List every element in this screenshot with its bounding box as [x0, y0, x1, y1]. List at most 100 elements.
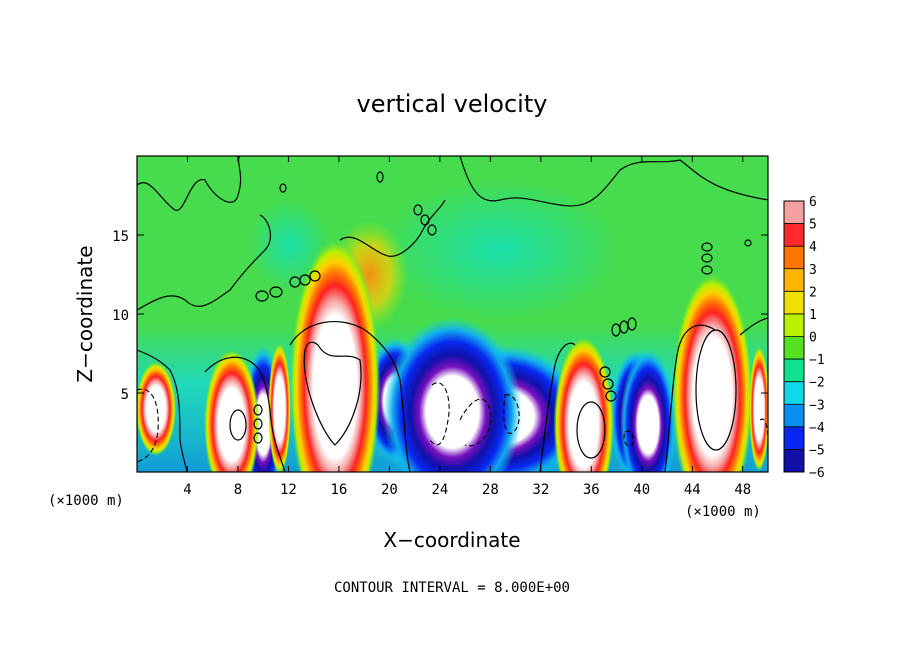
contour-line: [627, 317, 637, 331]
contour-line: [137, 214, 272, 311]
velocity-core: [383, 317, 522, 472]
contour-line: [289, 321, 411, 472]
colorbar-swatch: [784, 291, 804, 315]
contour-line: [303, 341, 362, 446]
colorbar-label: 5: [809, 218, 817, 233]
contour-line: [539, 342, 576, 472]
contour-line: [339, 199, 446, 257]
colorbar-swatch: [784, 449, 804, 473]
contour-interval-label: CONTOUR INTERVAL = 8.000E+00: [334, 580, 570, 596]
colorbar-label: 6: [809, 195, 817, 210]
colorbar-label: 1: [809, 308, 817, 323]
colorbar-label: −6: [809, 466, 825, 481]
x-tick-label: 48: [734, 482, 751, 498]
contour-line: [137, 349, 188, 472]
contour-line: [255, 290, 269, 302]
contour-lines: [137, 156, 768, 472]
colorbar-swatch: [784, 201, 804, 225]
contour-line: [420, 214, 430, 226]
contour-line: [701, 265, 713, 275]
colorbar-swatch: [784, 246, 804, 270]
x-tick-label: 40: [633, 482, 650, 498]
x-axis: 4 8 12 16 20 24 28 32 36 40 44 48: [183, 156, 751, 498]
colorbar: 6 5 4 3 2 1 0 −1 −2 −3 −4 −5 −6: [783, 195, 825, 481]
dashed-contour-line: [137, 388, 159, 463]
velocity-core: [203, 348, 260, 472]
contour-line: [253, 432, 263, 444]
contour-line: [602, 378, 614, 390]
y-tick-label: 10: [112, 308, 129, 324]
contour-line: [701, 253, 713, 263]
x-unit-left: (×1000 m): [48, 493, 124, 509]
dashed-contour-line: [429, 382, 450, 446]
contour-line: [459, 156, 768, 207]
x-tick-label: 4: [183, 482, 191, 498]
dashed-contour-line: [623, 430, 635, 447]
colorbar-label: −3: [809, 398, 825, 413]
contour-line: [599, 366, 611, 378]
colorbar-label: 2: [809, 285, 817, 300]
x-tick-label: 32: [532, 482, 549, 498]
contour-line: [701, 242, 713, 252]
colorbar-swatch: [784, 381, 804, 405]
negative-contour-lines: [137, 382, 768, 463]
dashed-contour-line: [503, 394, 520, 434]
contour-line: [576, 401, 606, 459]
colorbar-swatch: [784, 313, 804, 337]
colorbar-label: 3: [809, 263, 817, 278]
contour-line: [279, 183, 287, 193]
x-tick-label: 20: [381, 482, 398, 498]
x-unit-right: (×1000 m): [685, 504, 761, 520]
colorbar-label: 0: [809, 331, 817, 346]
x-tick-label: 44: [684, 482, 701, 498]
contour-line: [269, 286, 283, 298]
colorbar-swatch: [784, 336, 804, 360]
contour-line: [605, 390, 617, 402]
x-tick-label: 12: [280, 482, 297, 498]
colorbar-label: −5: [809, 443, 825, 458]
colorbar-label: −2: [809, 376, 825, 391]
contour-line: [695, 329, 737, 451]
contour-line: [744, 239, 752, 247]
y-axis: 5 10 15: [112, 229, 768, 403]
contour-line: [309, 270, 321, 282]
contour-line: [664, 324, 716, 472]
chart-title: vertical velocity: [357, 90, 548, 118]
contour-line: [137, 156, 242, 211]
velocity-core: [553, 336, 615, 472]
heatmap-field: [137, 156, 768, 472]
contour-line: [427, 224, 437, 236]
upper-cyan-region: [380, 180, 620, 320]
y-tick-label: 5: [121, 387, 129, 403]
x-tick-label: 36: [583, 482, 600, 498]
x-tick-label: 16: [330, 482, 347, 498]
contour-line: [376, 171, 384, 183]
contour-line: [413, 204, 423, 216]
contour-line: [739, 317, 768, 336]
colorbar-label: −1: [809, 353, 825, 368]
colorbar-label: −4: [809, 421, 825, 436]
x-axis-label: X−coordinate: [383, 528, 520, 552]
y-axis-label: Z−coordinate: [73, 245, 97, 382]
contour-line: [253, 404, 263, 416]
dashed-contour-line: [459, 398, 492, 447]
x-tick-label: 28: [482, 482, 499, 498]
contour-line: [253, 418, 263, 430]
velocity-core: [268, 342, 291, 472]
colorbar-swatch: [784, 268, 804, 292]
contour-line: [229, 409, 247, 441]
colorbar-swatch: [784, 223, 804, 247]
colorbar-swatch: [784, 404, 804, 428]
colorbar-label: 4: [809, 240, 817, 255]
x-tick-label: 24: [431, 482, 448, 498]
colorbar-swatch: [784, 359, 804, 383]
colorbar-swatch: [784, 426, 804, 450]
contour-line: [299, 274, 311, 286]
y-tick-label: 15: [112, 229, 129, 245]
velocity-core: [620, 348, 676, 472]
velocity-core: [749, 345, 768, 472]
velocity-core: [137, 361, 177, 457]
contour-line: [204, 356, 286, 472]
velocity-core: [289, 238, 381, 472]
